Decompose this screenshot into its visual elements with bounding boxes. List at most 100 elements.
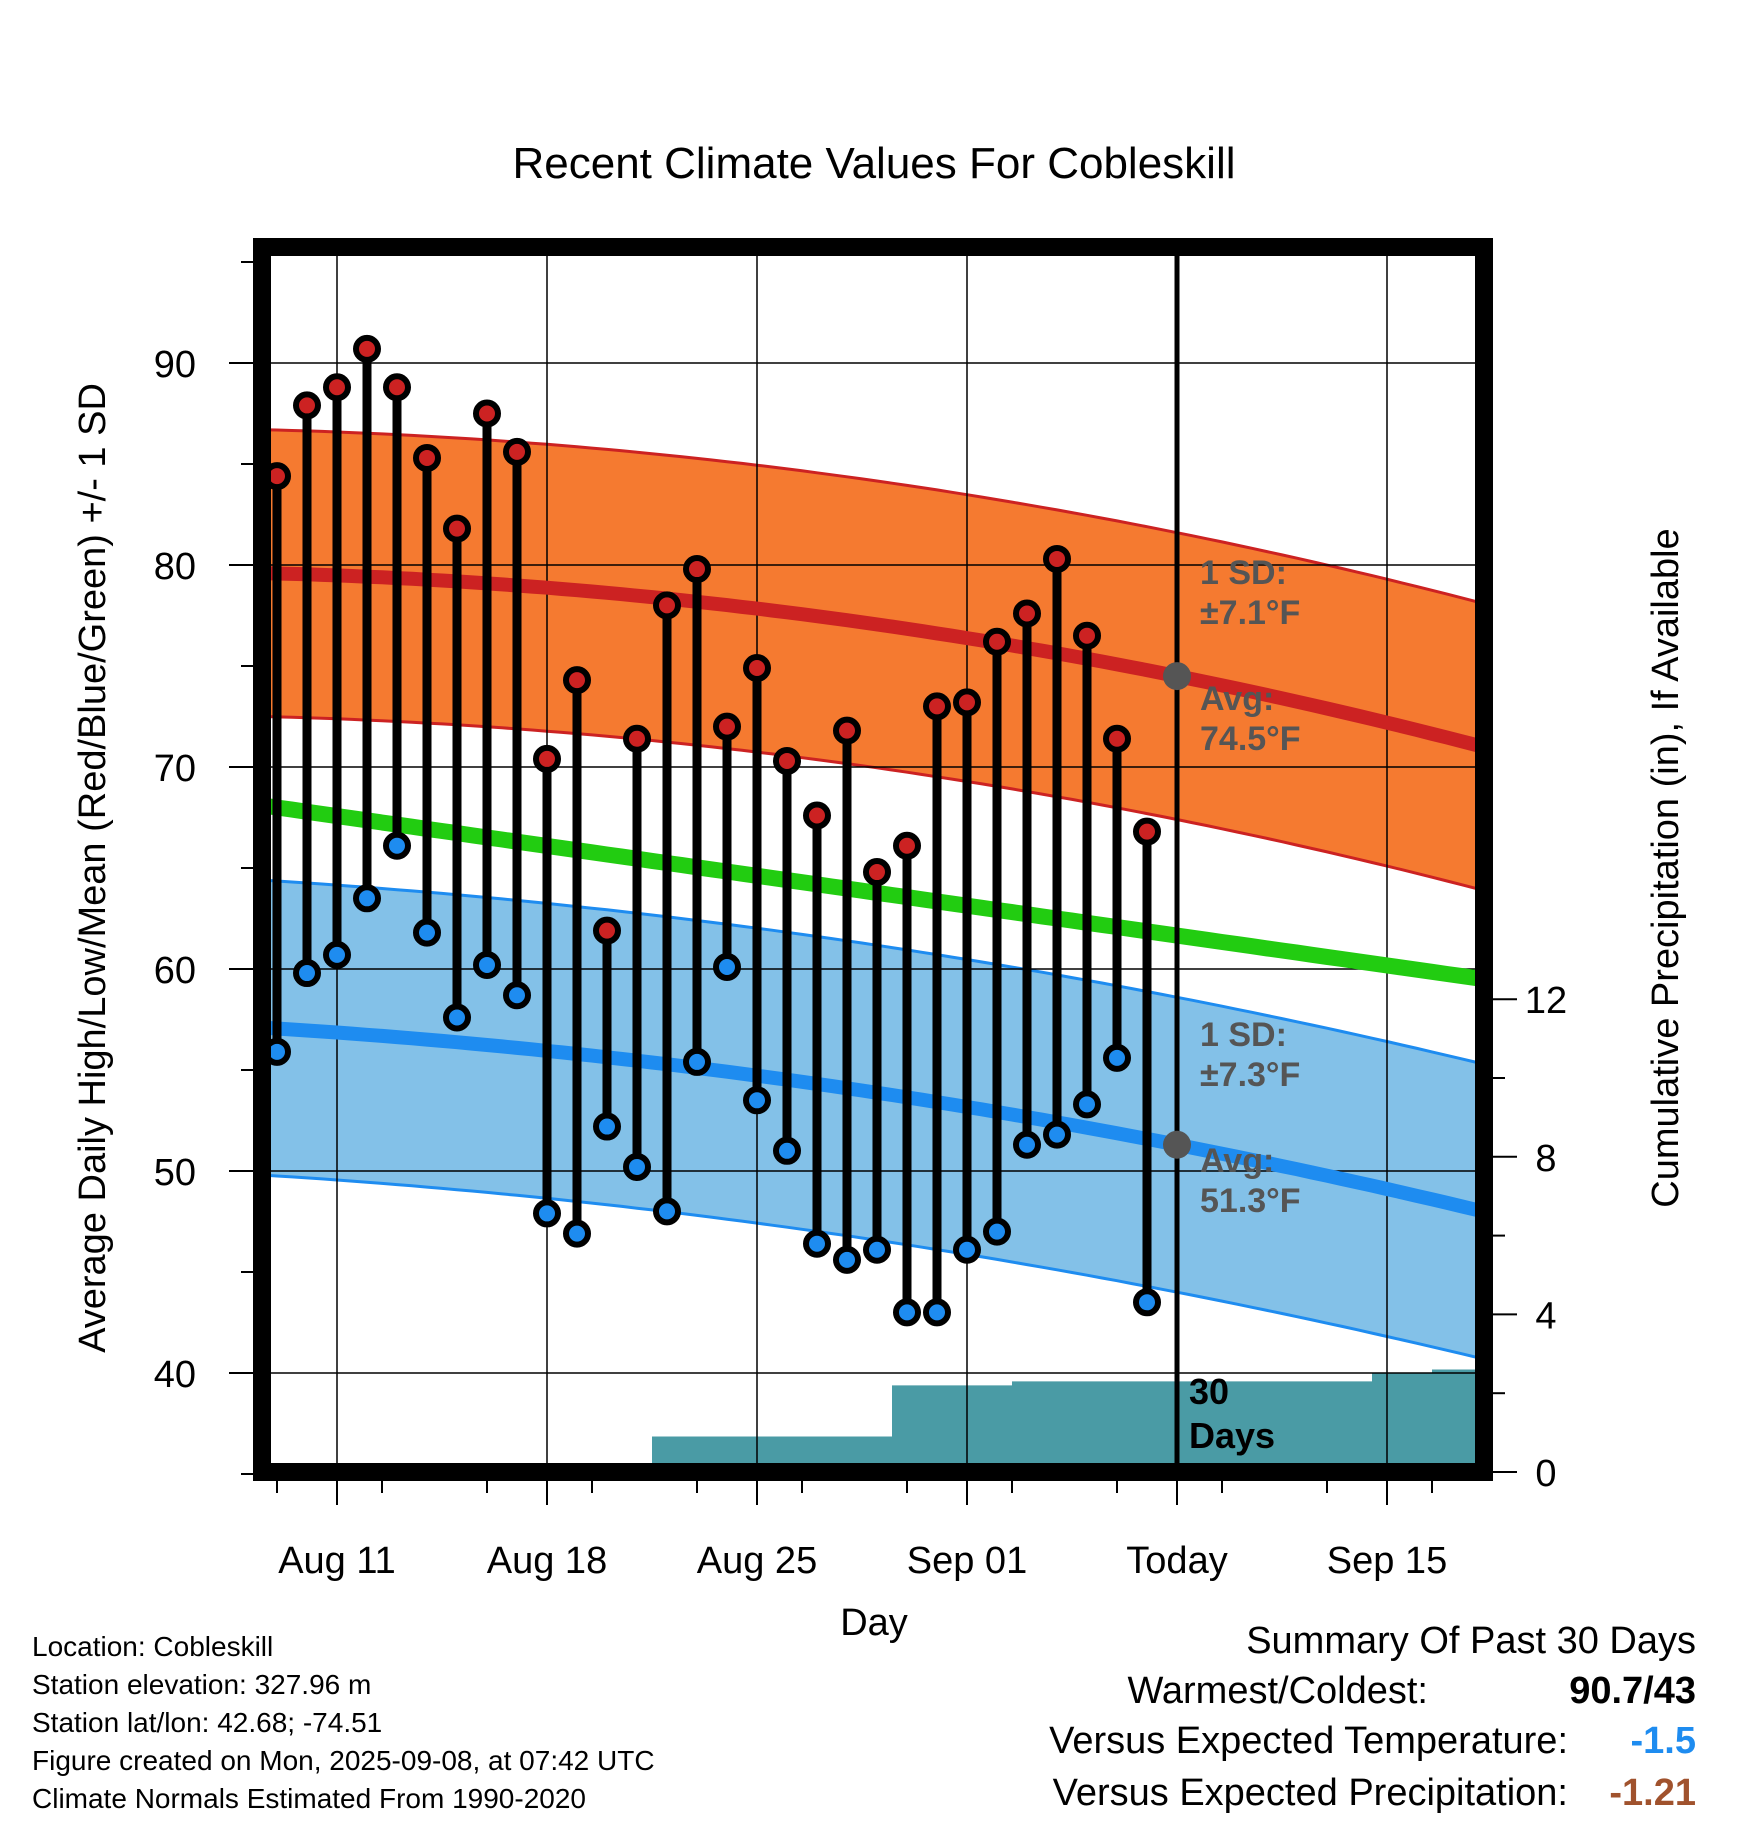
normals-text: Climate Normals Estimated From 1990-2020 <box>32 1783 586 1814</box>
plot-frame <box>253 238 1493 1481</box>
daily-low-point <box>683 1047 711 1076</box>
normal-mean-line <box>262 797 1479 987</box>
cumulative-precip-area <box>262 1369 1483 1472</box>
daily-high-point <box>833 716 861 745</box>
daily-low-point <box>533 1199 561 1228</box>
daily-low-point <box>1043 1120 1071 1149</box>
high-avg-annotation: 74.5°F <box>1200 720 1301 758</box>
daily-low-point <box>413 918 441 947</box>
daily-high-point <box>503 437 531 466</box>
y-tick-label: 90 <box>154 344 196 386</box>
daily-low-point <box>443 1003 471 1032</box>
daily-high-point <box>983 627 1011 656</box>
daily-low-point <box>503 981 531 1010</box>
daily-high-point <box>923 692 951 721</box>
location-text: Location: Cobleskill <box>32 1631 274 1662</box>
daily-low-point <box>743 1086 771 1115</box>
x-tick-label: Aug 25 <box>697 1540 817 1582</box>
summary-heading: Summary Of Past 30 Days <box>1246 1620 1696 1662</box>
daily-low-point <box>353 884 381 913</box>
daily-high-point <box>1073 621 1101 650</box>
daily-high-point <box>383 373 411 402</box>
daily-high-point <box>653 591 681 620</box>
y-tick-label: 80 <box>154 546 196 588</box>
normal-high-line <box>262 566 1479 752</box>
low-sd-annotation: 1 SD: <box>1200 1016 1287 1054</box>
daily-low-point <box>473 950 501 979</box>
x-tick-label: Sep 15 <box>1327 1540 1447 1582</box>
daily-low-point <box>983 1217 1011 1246</box>
daily-high-point <box>593 916 621 945</box>
y2-axis-label: Cumulative Precipitation (in), If Availa… <box>1645 528 1687 1207</box>
low-sd-band <box>262 880 1477 1358</box>
high-sd-band <box>262 429 1477 889</box>
today-days-label: Days <box>1189 1415 1275 1456</box>
daily-high-point <box>893 831 921 860</box>
daily-low-point <box>893 1298 921 1327</box>
low-sd-annotation: ±7.3°F <box>1200 1056 1300 1094</box>
created-text: Figure created on Mon, 2025-09-08, at 07… <box>32 1745 655 1776</box>
daily-high-point <box>683 555 711 584</box>
daily-low-point <box>563 1219 591 1248</box>
x-tick-label: Aug 18 <box>487 1540 607 1582</box>
y-tick-label: 50 <box>154 1152 196 1194</box>
y2-tick-label: 12 <box>1525 980 1567 1022</box>
elevation-text: Station elevation: 327.96 m <box>32 1669 372 1700</box>
x-axis-label: Day <box>840 1602 908 1644</box>
daily-high-point <box>473 399 501 428</box>
daily-high-point <box>953 688 981 717</box>
low-avg-annotation: Avg: <box>1200 1142 1274 1180</box>
temp-vs-expected-label: Versus Expected Temperature: <box>1049 1720 1568 1762</box>
daily-low-point <box>833 1245 861 1274</box>
high-avg-annotation: Avg: <box>1200 680 1274 718</box>
y-tick-label: 60 <box>154 950 196 992</box>
low-band-upper-edge <box>262 878 1478 1064</box>
daily-low-point <box>923 1298 951 1327</box>
daily-high-point <box>623 724 651 753</box>
daily-high-point <box>533 744 561 773</box>
high-sd-annotation: ±7.1°F <box>1200 594 1300 632</box>
daily-low-point <box>1013 1130 1041 1159</box>
high-band-upper-edge <box>262 428 1478 604</box>
daily-low-point <box>773 1136 801 1165</box>
normal-low-line <box>262 1020 1479 1217</box>
daily-high-point <box>743 654 771 683</box>
daily-high-point <box>1043 544 1071 573</box>
daily-low-point <box>1073 1090 1101 1119</box>
warm-cold-value: 90.7/43 <box>1569 1670 1696 1712</box>
y2-tick-label: 4 <box>1535 1295 1556 1337</box>
daily-low-point <box>323 940 351 969</box>
warm-cold-label: Warmest/Coldest: <box>1127 1670 1428 1712</box>
daily-high-point <box>1013 599 1041 628</box>
daily-high-point <box>1133 817 1161 846</box>
y-tick-label: 40 <box>154 1354 196 1396</box>
daily-low-point <box>863 1235 891 1264</box>
daily-high-point <box>773 746 801 775</box>
y2-tick-label: 0 <box>1535 1453 1556 1495</box>
daily-low-point <box>653 1197 681 1226</box>
today-days-label: 30 <box>1189 1371 1229 1412</box>
y-tick-label: 70 <box>154 748 196 790</box>
daily-low-point <box>623 1152 651 1181</box>
precip-vs-expected-value: -1.21 <box>1609 1772 1696 1814</box>
daily-low-point <box>713 952 741 981</box>
daily-low-point <box>593 1112 621 1141</box>
daily-high-point <box>353 334 381 363</box>
daily-low-point <box>1133 1288 1161 1317</box>
daily-high-point <box>803 801 831 830</box>
today-low-avg-marker <box>1163 1130 1191 1159</box>
daily-high-point <box>413 443 441 472</box>
x-tick-label: Today <box>1126 1540 1227 1582</box>
x-tick-label: Aug 11 <box>278 1540 396 1582</box>
daily-high-point <box>323 373 351 402</box>
x-tick-label: Sep 01 <box>907 1540 1027 1582</box>
station-info: Location: Cobleskill Station elevation: … <box>32 1628 655 1818</box>
daily-low-point <box>1103 1043 1131 1072</box>
chart-title: Recent Climate Values For Cobleskill <box>512 139 1235 188</box>
daily-high-point <box>1103 724 1131 753</box>
daily-high-point <box>713 712 741 741</box>
daily-low-point <box>383 831 411 860</box>
precip-vs-expected-label: Versus Expected Precipitation: <box>1052 1772 1568 1814</box>
daily-low-point <box>953 1235 981 1264</box>
